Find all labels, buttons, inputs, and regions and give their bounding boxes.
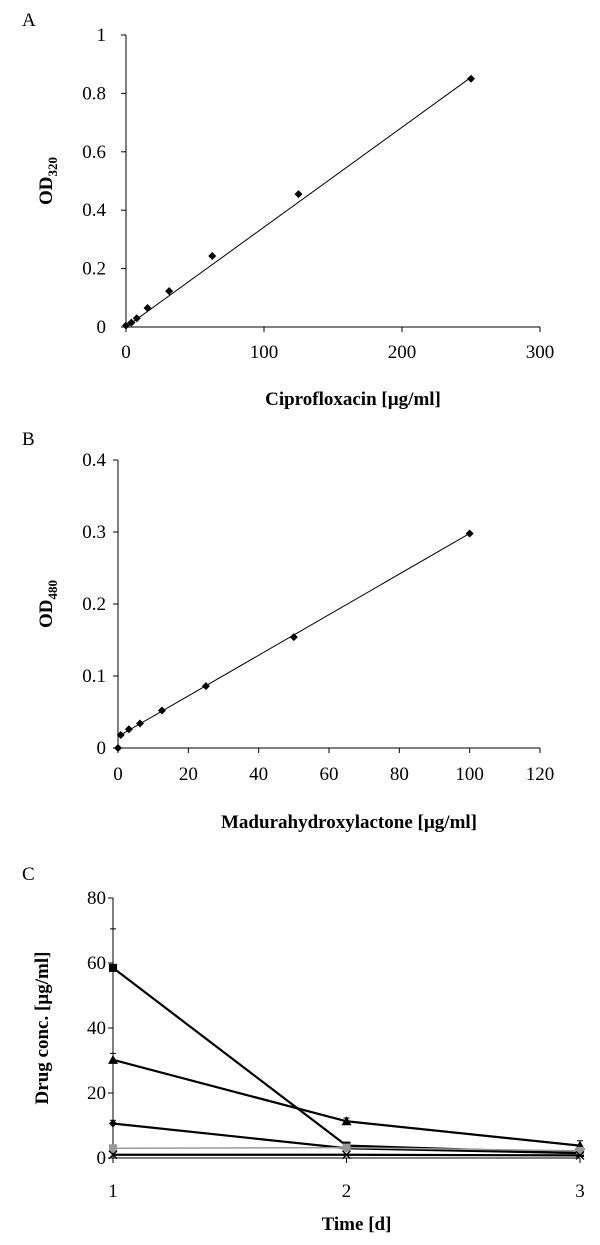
data-point (108, 1054, 118, 1064)
y-tick-label: 0.2 (82, 259, 106, 280)
data-point (124, 725, 133, 734)
x-axis-label: Time [d] (322, 1214, 392, 1235)
data-point (208, 252, 217, 261)
data-point (109, 1119, 117, 1128)
chart-panel-b: B 0 0.1 0.2 0.3 0.4 0 20 40 60 80 100 120 Madurahydr… (22, 429, 554, 833)
y-tick-label: 0.6 (82, 142, 106, 163)
x-tick-label: 100 (250, 342, 279, 363)
y-axis-label-main: OD (36, 600, 57, 629)
y-tick-label: 20 (87, 1083, 106, 1104)
data-point (122, 321, 130, 330)
data-point (109, 1144, 117, 1153)
data-point (116, 731, 125, 740)
x-tick-label: 3 (575, 1181, 585, 1202)
y-tick-label: 0.4 (82, 200, 106, 221)
y-axis-label-subscript: 480 (45, 580, 60, 600)
data-point (575, 1150, 585, 1160)
data-point (114, 744, 122, 752)
data-point (576, 1146, 584, 1155)
y-tick-label: 0.4 (82, 450, 106, 471)
x-tick-label: 60 (320, 764, 339, 785)
y-tick-label: 0.2 (82, 594, 106, 615)
data-point (342, 1143, 351, 1152)
series-line (112, 1058, 581, 1147)
data-point (127, 318, 136, 327)
x-tick-label: 20 (179, 764, 198, 785)
data-point (294, 190, 303, 199)
data-point (341, 1116, 352, 1126)
y-tick-label: 1 (97, 25, 107, 46)
data-point (467, 74, 475, 83)
x-tick-label: 300 (526, 342, 555, 363)
y-axis-label-main: OD (36, 177, 57, 206)
data-point (143, 304, 152, 313)
series-line (112, 966, 581, 1155)
data-point (135, 719, 144, 728)
y-tick-label: 0.1 (82, 666, 106, 687)
data-point (109, 963, 117, 972)
y-tick-label: 0 (97, 1148, 107, 1169)
x-tick-label: 120 (526, 764, 555, 785)
panel-label-c: C (22, 864, 35, 885)
x-marker-stroke (108, 1150, 118, 1160)
y-tick-label: 40 (87, 1018, 106, 1039)
chart-panel-c: C 0 20 40 60 80 1 2 3 Time [d] Drug conc. [µg/ml] (22, 864, 585, 1235)
x-axis-label: Madurahydroxylactone [µg/ml] (221, 812, 477, 833)
x-tick-label: 40 (249, 764, 268, 785)
y-tick-label: 60 (87, 953, 106, 974)
x-tick-label: 80 (390, 764, 409, 785)
data-point (108, 1150, 118, 1160)
y-tick-label: 0.3 (82, 522, 106, 543)
x-tick-label: 2 (342, 1181, 352, 1202)
y-axis-label-subscript: 320 (45, 157, 60, 177)
y-tick-label: 80 (87, 888, 106, 909)
y-tick-label: 0 (97, 317, 107, 338)
x-marker-stroke (575, 1150, 585, 1160)
trendline (125, 76, 472, 328)
y-axis-label: OD480 (36, 580, 60, 628)
data-point (165, 287, 174, 296)
chart-panel-a: A 0 0.2 0.4 0.6 0.8 1 0 100 200 300 Ciprofloxacin … (22, 10, 554, 410)
y-axis-label: OD320 (36, 157, 60, 205)
data-point (465, 529, 474, 538)
y-tick-label: 0 (97, 738, 107, 759)
x-marker-stroke (342, 1150, 351, 1160)
y-tick-label: 0.8 (82, 83, 106, 104)
data-point (342, 1150, 351, 1160)
data-point (157, 706, 166, 715)
data-point (132, 314, 141, 323)
x-tick-label: 1 (108, 1181, 118, 1202)
y-axis-label: Drug conc. [µg/ml] (32, 952, 53, 1105)
panel-label-a: A (22, 10, 36, 31)
x-tick-label: 0 (121, 342, 131, 363)
data-point (289, 633, 298, 642)
x-tick-label: 200 (388, 342, 417, 363)
x-tick-label: 100 (455, 764, 484, 785)
panel-label-b: B (22, 429, 35, 450)
data-point (201, 682, 210, 691)
x-tick-label: 0 (113, 764, 123, 785)
x-axis-label: Ciprofloxacin [µg/ml] (265, 389, 441, 410)
